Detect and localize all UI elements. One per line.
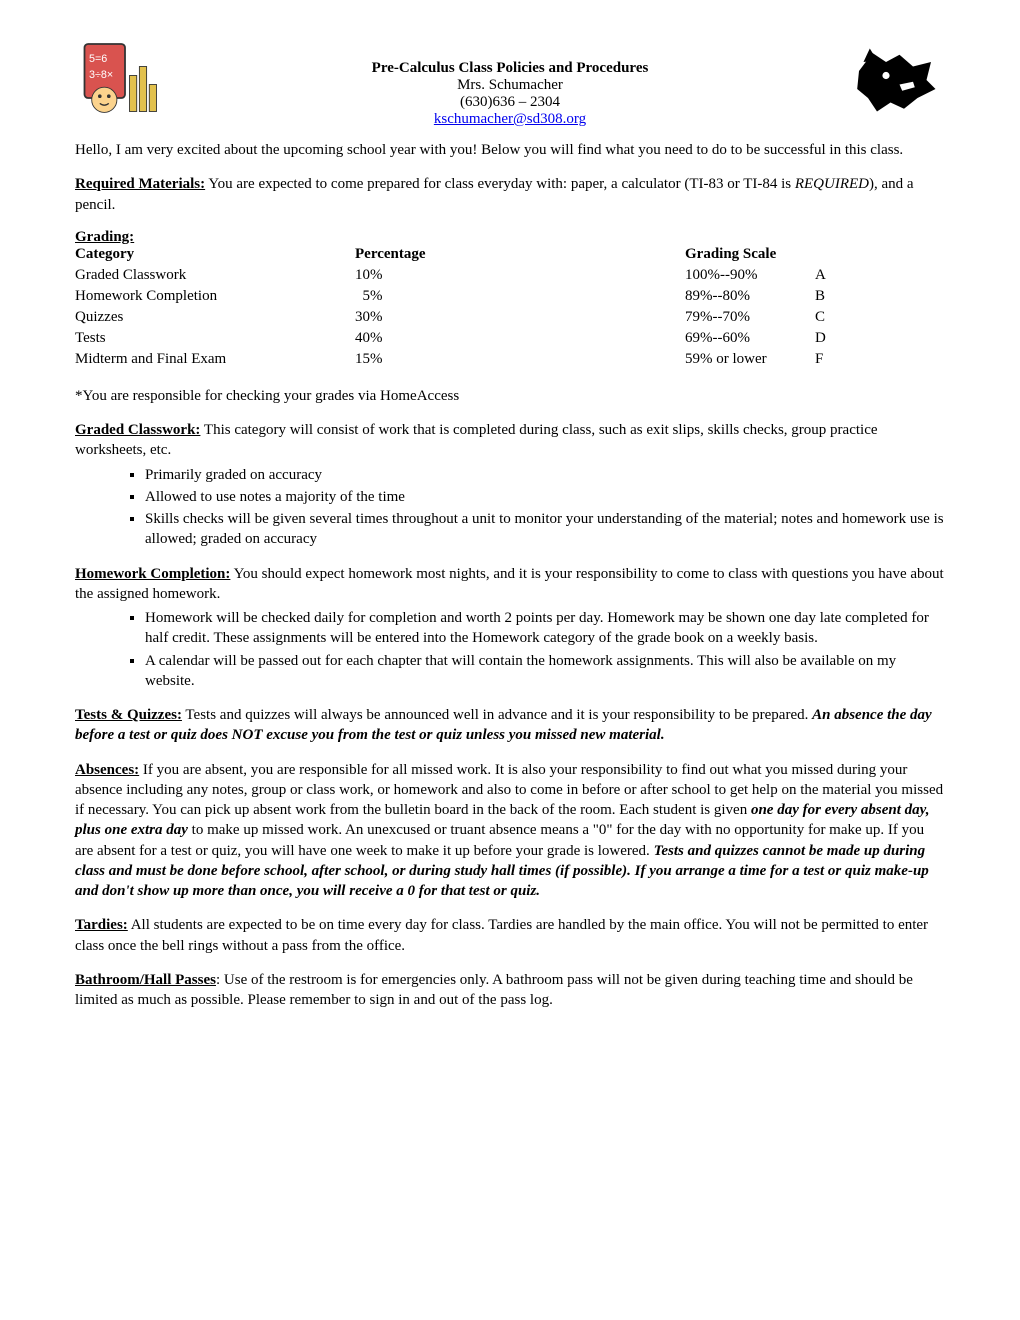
scale-2: 79%--70%: [685, 309, 815, 330]
cat-4: Midterm and Final Exam: [75, 351, 355, 372]
percentage-head: Percentage: [355, 246, 685, 267]
tardies-heading: Tardies:: [75, 917, 128, 933]
cat-2: Quizzes: [75, 309, 355, 330]
scale-0: 100%--90%: [685, 267, 815, 288]
page-title: Pre-Calculus Class Policies and Procedur…: [175, 60, 845, 77]
tardies: Tardies: All students are expected to be…: [75, 915, 945, 956]
list-item: Skills checks will be given several time…: [145, 509, 945, 550]
tardies-text: All students are expected to be on time …: [75, 917, 928, 953]
tests-quizzes-text: Tests and quizzes will always be announc…: [182, 707, 812, 723]
letter-4: F: [815, 351, 845, 372]
grading-note: *You are responsible for checking your g…: [75, 386, 945, 406]
svg-text:3÷8×: 3÷8×: [89, 69, 113, 81]
bathroom-passes: Bathroom/Hall Passes: Use of the restroo…: [75, 970, 945, 1011]
email-link[interactable]: kschumacher@sd308.org: [434, 111, 586, 127]
pct-2: 30%: [355, 309, 685, 330]
scale-head: Grading Scale: [685, 246, 815, 267]
letter-head: [815, 246, 845, 267]
required-materials: Required Materials: You are expected to …: [75, 174, 945, 215]
intro-paragraph: Hello, I am very excited about the upcom…: [75, 140, 945, 160]
list-item: A calendar will be passed out for each c…: [145, 651, 945, 692]
scale-4: 59% or lower: [685, 351, 815, 372]
math-clipart-icon: 5=6 3÷8×: [75, 30, 175, 130]
teacher-name: Mrs. Schumacher: [175, 77, 845, 94]
letter-2: C: [815, 309, 845, 330]
passes-heading: Bathroom/Hall Passes: [75, 972, 216, 988]
col-scale: Grading Scale 100%--90% 89%--80% 79%--70…: [685, 246, 815, 372]
absences-heading: Absences:: [75, 762, 139, 778]
list-item: Primarily graded on accuracy: [145, 465, 945, 485]
letter-0: A: [815, 267, 845, 288]
homework-heading: Homework Completion:: [75, 566, 230, 582]
required-materials-text1: You are expected to come prepared for cl…: [205, 176, 795, 192]
scale-1: 89%--80%: [685, 288, 815, 309]
list-item: Homework will be checked daily for compl…: [145, 608, 945, 649]
required-materials-heading: Required Materials:: [75, 176, 205, 192]
absences: Absences: If you are absent, you are res…: [75, 760, 945, 902]
homework-list: Homework will be checked daily for compl…: [75, 608, 945, 691]
header-row: 5=6 3÷8× Pre-Calculus Class Policies and…: [75, 30, 945, 130]
scale-3: 69%--60%: [685, 330, 815, 351]
list-item: Allowed to use notes a majority of the t…: [145, 487, 945, 507]
header-center: Pre-Calculus Class Policies and Procedur…: [175, 30, 845, 128]
pct-4: 15%: [355, 351, 685, 372]
phone: (630)636 – 2304: [175, 94, 845, 111]
grading-table: Category Graded Classwork Homework Compl…: [75, 246, 945, 372]
tests-quizzes-heading: Tests & Quizzes:: [75, 707, 182, 723]
letter-3: D: [815, 330, 845, 351]
pct-0: 10%: [355, 267, 685, 288]
col-letter: A B C D F: [815, 246, 845, 372]
category-head: Category: [75, 246, 355, 267]
tests-quizzes: Tests & Quizzes: Tests and quizzes will …: [75, 705, 945, 746]
graded-classwork-list: Primarily graded on accuracy Allowed to …: [75, 465, 945, 550]
svg-text:5=6: 5=6: [89, 53, 107, 65]
col-percentage: Percentage 10% 5% 30% 40% 15%: [355, 246, 685, 372]
cat-0: Graded Classwork: [75, 267, 355, 288]
pct-3: 40%: [355, 330, 685, 351]
grading-heading: Grading:: [75, 229, 945, 246]
required-italic: REQUIRED: [795, 176, 869, 192]
letter-1: B: [815, 288, 845, 309]
graded-classwork-heading: Graded Classwork:: [75, 422, 200, 438]
graded-classwork-intro: Graded Classwork: This category will con…: [75, 420, 945, 461]
pct-1: 5%: [355, 288, 685, 309]
cat-1: Homework Completion: [75, 288, 355, 309]
page: 5=6 3÷8× Pre-Calculus Class Policies and…: [0, 0, 1020, 1074]
homework-intro: Homework Completion: You should expect h…: [75, 564, 945, 605]
wolf-mascot-icon: [845, 30, 945, 130]
col-category: Category Graded Classwork Homework Compl…: [75, 246, 355, 372]
cat-3: Tests: [75, 330, 355, 351]
